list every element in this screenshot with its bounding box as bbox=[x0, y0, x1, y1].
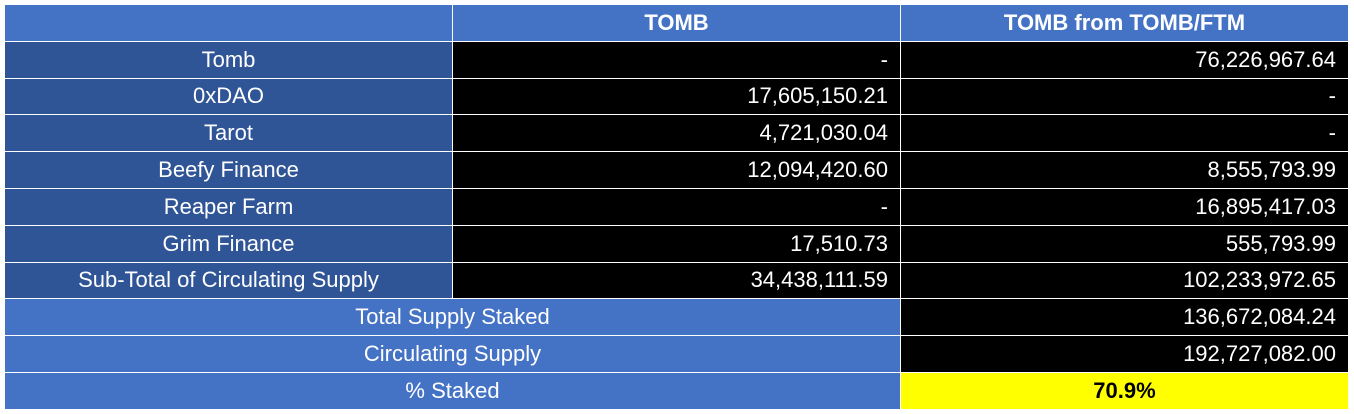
row-subtotal-tomb-ftm-value: 102,233,972.65 bbox=[901, 262, 1349, 300]
row-grim-tomb-value: 17,510.73 bbox=[453, 225, 901, 263]
header-tomb: TOMB bbox=[453, 5, 901, 42]
row-0xdao-tomb-value: 17,605,150.21 bbox=[453, 78, 901, 116]
row-subtotal-tomb-value: 34,438,111.59 bbox=[453, 262, 901, 300]
row-0xdao-tomb-ftm-value: - bbox=[901, 78, 1349, 116]
row-tarot-tomb-ftm-value: - bbox=[901, 115, 1349, 153]
row-label-0xdao: 0xDAO bbox=[5, 78, 453, 116]
row-beefy-tomb-ftm-value: 8,555,793.99 bbox=[901, 152, 1349, 189]
circulating-supply-value: 192,727,082.00 bbox=[901, 336, 1349, 373]
circulating-supply-label: Circulating Supply bbox=[5, 336, 901, 373]
row-tomb-ftm-value: 76,226,967.64 bbox=[901, 41, 1349, 79]
row-tarot-tomb-value: 4,721,030.04 bbox=[453, 115, 901, 153]
row-label-subtotal: Sub-Total of Circulating Supply bbox=[5, 262, 453, 300]
row-label-tarot: Tarot bbox=[5, 115, 453, 153]
row-reaper-tomb-ftm-value: 16,895,417.03 bbox=[901, 188, 1349, 226]
row-label-tomb: Tomb bbox=[5, 41, 453, 79]
total-staked-label: Total Supply Staked bbox=[5, 299, 901, 337]
total-staked-value: 136,672,084.24 bbox=[901, 299, 1349, 337]
row-tomb-value: - bbox=[453, 41, 901, 79]
header-corner bbox=[5, 5, 453, 42]
row-label-grim-finance: Grim Finance bbox=[5, 225, 453, 263]
pct-staked-label: % Staked bbox=[5, 372, 901, 410]
row-reaper-tomb-value: - bbox=[453, 188, 901, 226]
pct-staked-value: 70.9% bbox=[901, 372, 1349, 410]
row-grim-tomb-ftm-value: 555,793.99 bbox=[901, 225, 1349, 263]
row-label-beefy-finance: Beefy Finance bbox=[5, 152, 453, 189]
staking-table: TOMB TOMB from TOMB/FTM Tomb - 76,226,96… bbox=[5, 5, 1349, 410]
row-label-reaper-farm: Reaper Farm bbox=[5, 188, 453, 226]
header-tomb-ftm: TOMB from TOMB/FTM bbox=[901, 5, 1349, 42]
row-beefy-tomb-value: 12,094,420.60 bbox=[453, 152, 901, 189]
